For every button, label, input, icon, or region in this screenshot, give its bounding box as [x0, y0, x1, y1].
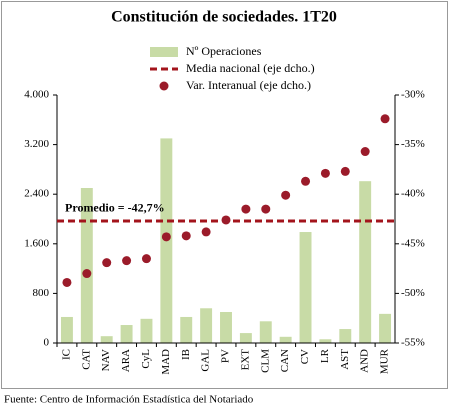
bar [140, 318, 153, 343]
x-tick-label: CAN [279, 349, 291, 372]
x-tick-label: AST [339, 349, 351, 370]
dot [221, 215, 231, 225]
source-note: Fuente: Centro de Información Estadístic… [4, 394, 254, 406]
legend-swatch [150, 47, 178, 57]
x-tick-label: ARA [120, 349, 132, 372]
dot [340, 166, 350, 176]
y-tick-label: 1.600 [24, 237, 49, 249]
dot [241, 204, 251, 214]
bar [239, 333, 252, 343]
x-tick-label: LR [319, 348, 331, 363]
x-tick-label: CLM [259, 349, 271, 373]
dot [102, 258, 112, 268]
chart-title: Constitución de sociedades. 1T20 [111, 9, 337, 26]
x-tick-label: CAT [80, 349, 92, 370]
y-tick-label: 3.200 [24, 138, 49, 150]
bar [279, 336, 292, 343]
y2-tick-label: -45% [401, 237, 425, 249]
dot [320, 168, 330, 178]
dot [380, 114, 390, 124]
x-tick-label: CyL [140, 349, 152, 369]
bar [379, 313, 392, 343]
x-tick-label: MUR [379, 348, 391, 374]
legend-label: Var. Interanual (eje dcho.) [186, 78, 311, 92]
x-tick-label: AND [359, 349, 371, 373]
bar [339, 329, 352, 343]
y2-tick-label: -40% [401, 188, 425, 200]
x-tick-label: PV [220, 349, 232, 363]
dot [201, 227, 211, 237]
legend-label: Media nacional (eje dcho.) [186, 61, 315, 75]
x-tick-label: CV [299, 349, 311, 364]
dot [141, 254, 151, 264]
x-tick-label: GAL [200, 349, 212, 372]
chart-border [1, 1, 448, 389]
y-tick-label: 4.000 [24, 89, 49, 101]
dot [261, 204, 271, 214]
dot [281, 190, 291, 200]
y-tick-label: 0 [44, 337, 50, 349]
bar [299, 232, 312, 343]
legend-label: Nº Operaciones [186, 44, 262, 58]
dot [82, 269, 92, 279]
x-tick-label: IC [60, 349, 72, 360]
dot [62, 277, 72, 287]
y2-tick-label: -50% [401, 287, 425, 299]
x-tick-label: EXT [239, 349, 251, 371]
bar [180, 316, 193, 343]
bar [80, 188, 93, 343]
y-tick-label: 800 [33, 287, 50, 299]
legend-swatch [159, 81, 169, 91]
x-tick-label: MAD [160, 349, 172, 375]
bar [60, 316, 73, 343]
dot [122, 256, 132, 266]
bar [220, 312, 232, 343]
dot [301, 176, 311, 186]
bar [120, 325, 133, 343]
bar [200, 308, 213, 343]
dot [181, 231, 191, 241]
x-tick-label: IB [180, 349, 192, 360]
dot [360, 147, 370, 157]
dot [161, 232, 171, 242]
y2-tick-label: -55% [401, 337, 425, 349]
x-tick-label: NAV [100, 349, 112, 371]
bar [359, 181, 372, 343]
y2-tick-label: -35% [401, 138, 425, 150]
bar [259, 321, 272, 343]
y2-tick-label: -30% [401, 89, 425, 101]
bar [319, 339, 332, 343]
annotation: Promedio = -42,7% [65, 201, 165, 215]
bar [100, 336, 113, 343]
y-tick-label: 2.400 [24, 188, 49, 200]
